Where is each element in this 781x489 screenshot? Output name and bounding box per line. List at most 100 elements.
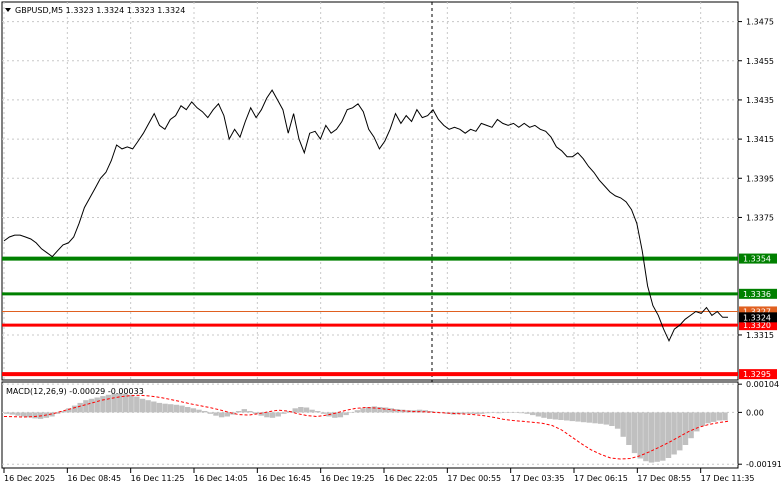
macd-bar — [377, 407, 383, 413]
time-axis-label: 16 Dec 11:25 — [131, 474, 185, 483]
level-tag — [739, 288, 777, 299]
macd-bar — [688, 412, 694, 439]
macd-bar — [4, 412, 10, 414]
macd-bar — [218, 412, 225, 418]
macd-bar — [501, 412, 508, 413]
macd-bar — [49, 412, 55, 417]
macd-bar — [484, 412, 491, 414]
macd-bar — [586, 412, 592, 423]
price-axis-label: 1.3375 — [746, 213, 774, 222]
macd-bar — [507, 412, 513, 413]
time-axis-label: 16 Dec 2025 — [4, 474, 55, 483]
macd-bar — [134, 396, 140, 413]
time-axis-label: 16 Dec 19:25 — [321, 474, 375, 483]
macd-bar — [592, 412, 598, 424]
level-tag-label: 1.3320 — [743, 321, 771, 330]
macd-bar — [32, 412, 38, 419]
macd-bar — [603, 412, 609, 425]
macd-bar — [383, 407, 389, 413]
macd-bar — [156, 402, 163, 413]
macd-bar — [569, 412, 575, 422]
macd-bar — [94, 397, 100, 413]
macd-bar — [269, 412, 276, 418]
macd-bar — [303, 407, 310, 413]
macd-bar — [207, 412, 213, 414]
macd-bar — [609, 412, 615, 426]
macd-bar — [117, 393, 123, 413]
macd-bar — [513, 412, 519, 413]
macd-bar — [711, 412, 717, 422]
macd-bar — [179, 405, 185, 413]
macd-bar — [100, 396, 106, 413]
macd-bar — [343, 412, 349, 416]
level-tag — [739, 253, 777, 264]
price-axis-label: 1.3315 — [746, 331, 774, 340]
time-axis-label: 16 Dec 08:45 — [67, 474, 121, 483]
macd-bar — [105, 394, 112, 413]
macd-bar — [315, 411, 321, 413]
macd-bar — [9, 412, 16, 415]
macd-bar — [614, 412, 621, 429]
macd-bar — [337, 412, 344, 418]
level-tag-label: 1.3327 — [743, 307, 771, 316]
macd-axis-label: 0.00 — [746, 408, 764, 417]
time-axis-label: 16 Dec 22:05 — [384, 474, 438, 483]
current-price-label: 1.3324 — [743, 313, 771, 322]
price-panel[interactable] — [1, 1, 739, 381]
macd-bar — [654, 412, 660, 462]
macd-bar — [26, 412, 32, 418]
level-tag — [739, 306, 777, 317]
macd-bar — [660, 412, 666, 461]
macd-bar — [320, 412, 327, 414]
macd-bar — [128, 394, 134, 413]
macd-bar — [309, 409, 315, 413]
macd-bar — [524, 412, 530, 414]
macd-bar — [298, 407, 304, 413]
time-axis-label: 17 Dec 06:15 — [574, 474, 628, 483]
level-tag — [739, 369, 777, 380]
macd-bar — [643, 412, 649, 462]
macd-bar — [196, 409, 202, 413]
macd-bar — [224, 412, 230, 417]
macd-bar — [462, 412, 468, 414]
macd-bar — [473, 412, 479, 414]
macd-title: MACD(12,26,9) -0.00029 -0.00033 — [6, 387, 144, 396]
macd-bar — [235, 411, 242, 413]
macd-bar — [168, 404, 174, 413]
macd-bar — [83, 400, 89, 413]
macd-bar — [671, 412, 677, 455]
macd-bar — [575, 412, 581, 422]
macd-bar — [580, 412, 587, 423]
price-axis-label: 1.3415 — [746, 135, 774, 144]
macd-bar — [354, 410, 361, 413]
macd-bar — [252, 412, 259, 414]
macd-bar — [151, 401, 157, 413]
macd-bar — [547, 412, 553, 419]
macd-bar — [371, 406, 378, 413]
macd-bar — [366, 407, 372, 413]
macd-bar — [530, 412, 536, 416]
macd-bar — [467, 412, 474, 414]
macd-bar — [77, 402, 83, 413]
macd-bar — [648, 412, 655, 463]
price-axis-label: 1.3395 — [746, 174, 774, 183]
macd-bar — [637, 412, 643, 459]
current-price-tag — [739, 312, 777, 323]
macd-bar — [264, 412, 270, 418]
macd-bar — [439, 412, 445, 413]
macd-bar — [15, 412, 21, 416]
price-axis-label: 1.3475 — [746, 18, 774, 27]
macd-bar — [677, 412, 683, 451]
macd-bar — [202, 411, 208, 413]
time-axis-label: 17 Dec 00:55 — [447, 474, 501, 483]
macd-bar — [60, 411, 66, 413]
macd-bar — [162, 403, 168, 413]
dropdown-triangle-icon[interactable] — [5, 8, 11, 12]
macd-bar — [54, 412, 61, 414]
macd-bar — [597, 412, 604, 424]
macd-bar — [490, 412, 496, 413]
macd-bar — [552, 412, 559, 420]
macd-bar — [496, 412, 502, 414]
macd-bar — [173, 404, 180, 413]
